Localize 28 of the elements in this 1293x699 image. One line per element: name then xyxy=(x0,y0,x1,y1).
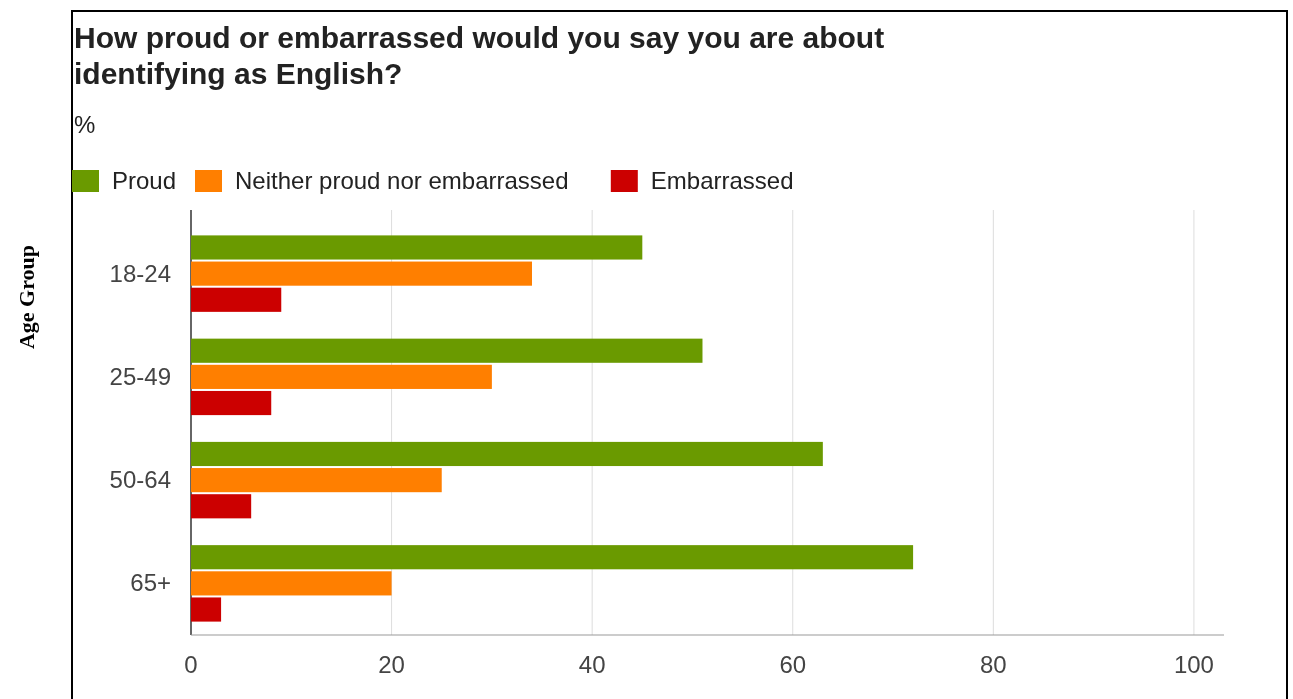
x-tick-label: 20 xyxy=(378,651,405,678)
x-tick-label: 80 xyxy=(979,651,1007,678)
legend-label: Neither proud nor embarrassed xyxy=(235,167,569,194)
legend-label: Proud xyxy=(112,167,177,194)
bar xyxy=(191,597,222,622)
bar xyxy=(191,287,282,312)
y-axis-title: Age Group xyxy=(14,244,39,350)
bar xyxy=(191,494,252,519)
bar xyxy=(191,545,914,570)
y-tick-label: 25-49 xyxy=(109,362,171,390)
bar xyxy=(191,338,703,363)
bar xyxy=(191,468,442,493)
x-tick-label: 100 xyxy=(1173,651,1214,678)
y-tick-label: 65+ xyxy=(130,569,171,597)
legend-label: Embarrassed xyxy=(650,167,794,194)
bar xyxy=(191,261,532,286)
bar xyxy=(191,571,392,596)
bar xyxy=(191,441,823,467)
chart-title: How proud or embarrassed would you say you are about identifying as English? xyxy=(74,21,885,90)
bar xyxy=(191,364,492,389)
chart-subtitle: % xyxy=(74,111,96,138)
x-tick-label: 60 xyxy=(779,651,807,678)
x-tick-label: 40 xyxy=(578,651,606,678)
y-tick-label: 18-24 xyxy=(109,259,171,287)
bar xyxy=(191,235,643,260)
x-tick-label: 0 xyxy=(184,651,198,678)
y-tick-label: 50-64 xyxy=(109,466,171,494)
bar xyxy=(191,390,272,416)
